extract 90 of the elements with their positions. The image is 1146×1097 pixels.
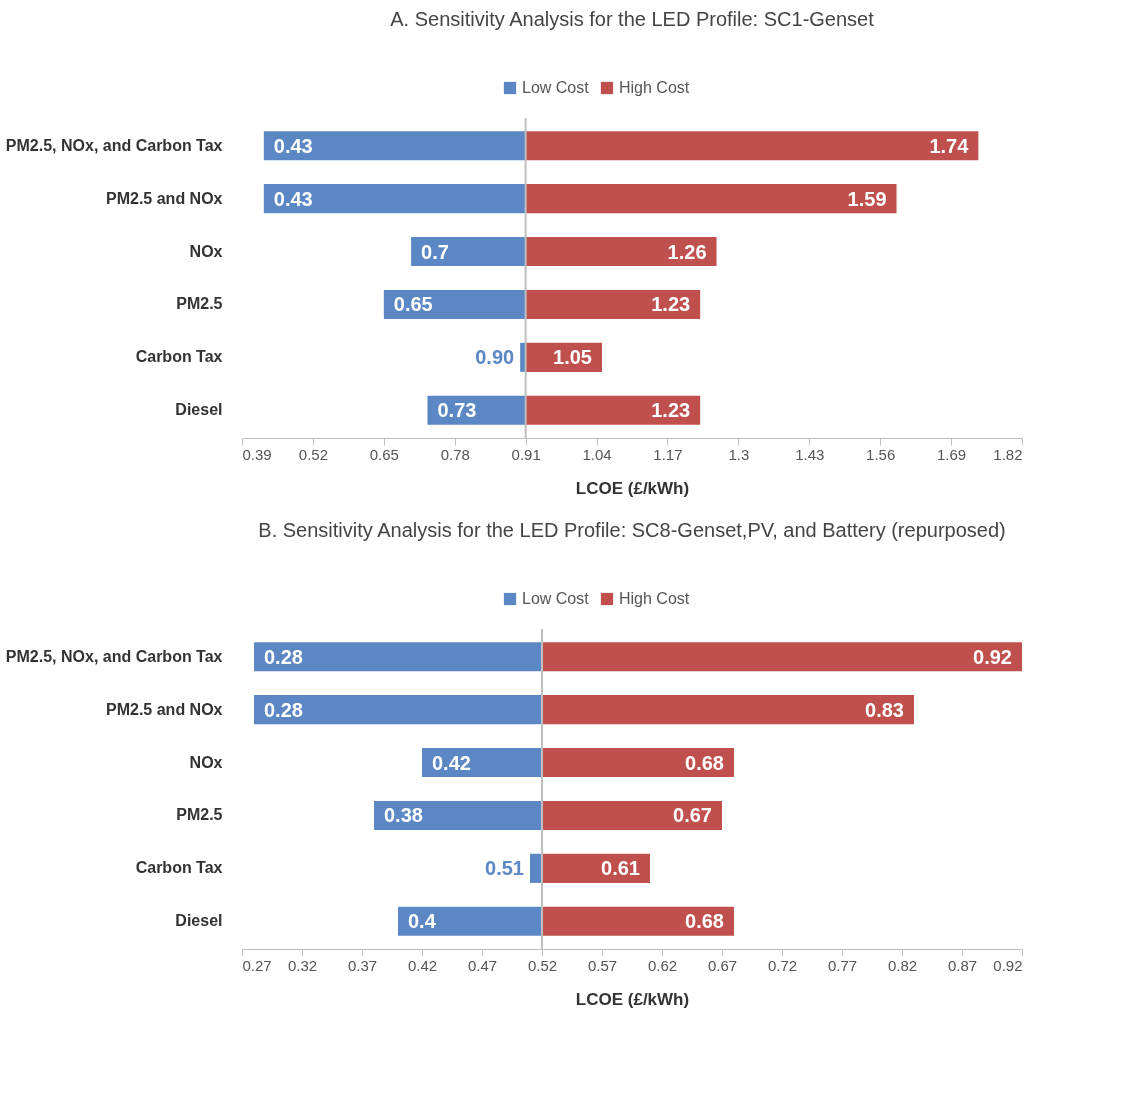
data-label: 0.92: [973, 645, 1012, 668]
bar: [411, 237, 526, 267]
data-label: 0.43: [273, 187, 313, 210]
bar: [530, 853, 542, 883]
bar: [525, 131, 979, 161]
bar: [542, 695, 914, 725]
x-tick-label: 0.67: [707, 956, 738, 974]
x-tick-label: 0.32: [287, 956, 318, 974]
x-tick-label: 1.3: [728, 445, 750, 463]
legend-label: High Cost: [619, 590, 690, 607]
data-label: 0.42: [432, 751, 471, 774]
y-tick-label: NOx: [189, 753, 223, 771]
bar: [263, 184, 526, 214]
data-label: 0.7: [421, 240, 449, 263]
y-tick-label: Diesel: [175, 401, 223, 419]
bar: [542, 642, 1022, 672]
data-label: 0.43: [273, 134, 313, 157]
chart-title: B. Sensitivity Analysis for the LED Profile: SC8-Genset,PV, and Battery (repurposed): [258, 519, 1006, 541]
data-label: 1.05: [553, 346, 592, 369]
legend-label: High Cost: [619, 79, 690, 96]
data-label: 1.26: [667, 240, 707, 263]
chart-title: A. Sensitivity Analysis for the LED Profile: SC1-Genset: [390, 8, 875, 30]
bar: [525, 395, 701, 425]
x-tick-label: 1.43: [795, 445, 825, 463]
data-label: 1.23: [651, 399, 691, 422]
x-tick-label: 0.78: [440, 445, 470, 463]
bar: [254, 642, 542, 672]
bar: [542, 748, 734, 778]
x-tick-label: 0.77: [827, 956, 858, 974]
bar: [525, 289, 701, 319]
x-tick-label: 0.82: [887, 956, 918, 974]
bar: [542, 800, 722, 830]
bar: [525, 184, 897, 214]
bar: [383, 289, 526, 319]
x-tick-label: 0.52: [527, 956, 558, 974]
x-axis-title: LCOE (£/kWh): [575, 989, 690, 1009]
data-label: 0.67: [673, 804, 712, 827]
x-tick-label: 0.47: [467, 956, 498, 974]
x-tick-label: 0.42: [407, 956, 438, 974]
x-tick-label: 1.56: [866, 445, 896, 463]
y-tick-label: Diesel: [175, 912, 223, 930]
x-tick-label: 0.91: [511, 445, 541, 463]
legend-label: Low Cost: [522, 79, 590, 96]
y-tick-label: PM2.5: [176, 295, 223, 313]
y-tick-label: PM2.5 and NOx: [106, 189, 223, 207]
x-tick-label: 0.65: [369, 445, 399, 463]
data-label: 1.59: [847, 187, 887, 210]
data-label: 0.90: [475, 346, 515, 369]
data-label: 1.23: [651, 293, 691, 316]
data-label: 0.68: [685, 910, 724, 933]
data-label: 0.28: [264, 698, 303, 721]
x-tick-label: 0.39: [242, 445, 272, 463]
data-label: 1.74: [929, 134, 970, 157]
bar: [398, 906, 542, 936]
y-tick-label: PM2.5: [176, 806, 223, 824]
data-label: 0.61: [601, 857, 640, 880]
legend-label: Low Cost: [522, 590, 590, 607]
bar: [542, 906, 734, 936]
x-tick-label: 1.04: [582, 445, 612, 463]
x-tick-label: 1.69: [936, 445, 967, 463]
data-label: 0.28: [264, 645, 303, 668]
bar: [374, 800, 542, 830]
x-axis-title: LCOE (£/kWh): [575, 478, 690, 498]
data-label: 0.65: [393, 293, 433, 316]
data-label: 0.51: [485, 857, 524, 880]
y-tick-label: Carbon Tax: [135, 859, 223, 877]
x-tick-label: 0.37: [347, 956, 378, 974]
x-tick-label: 0.72: [767, 956, 798, 974]
data-label: 0.38: [384, 804, 423, 827]
bar: [422, 748, 542, 778]
data-label: 0.83: [865, 698, 904, 721]
y-tick-label: NOx: [189, 242, 223, 260]
x-tick-label: 0.62: [647, 956, 678, 974]
bar: [525, 237, 717, 267]
y-tick-label: PM2.5, NOx, and Carbon Tax: [5, 647, 223, 665]
x-tick-label: 1.17: [653, 445, 683, 463]
x-tick-label: 0.52: [298, 445, 329, 463]
data-label: 0.73: [437, 399, 477, 422]
bar: [254, 695, 542, 725]
x-tick-label: 0.57: [587, 956, 618, 974]
y-tick-label: PM2.5, NOx, and Carbon Tax: [5, 136, 223, 154]
bar: [263, 131, 526, 161]
x-tick-label: 0.92: [993, 956, 1023, 974]
data-label: 0.4: [408, 910, 437, 933]
x-tick-label: 0.87: [947, 956, 978, 974]
y-tick-label: PM2.5 and NOx: [106, 700, 223, 718]
x-tick-label: 0.27: [242, 956, 272, 974]
x-tick-label: 1.82: [993, 445, 1023, 463]
data-label: 0.68: [685, 751, 724, 774]
y-tick-label: Carbon Tax: [135, 348, 223, 366]
